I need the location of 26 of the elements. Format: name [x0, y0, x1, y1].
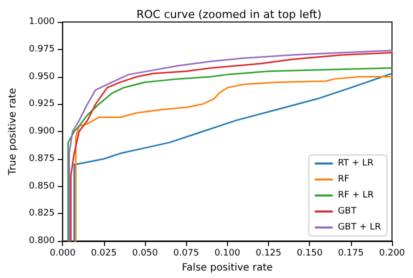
legend-label: RF: [338, 174, 350, 184]
x-tick-label: 0.075: [173, 248, 200, 258]
legend-label: GBT + LR: [338, 222, 382, 232]
y-tick-label: 0.850: [28, 181, 55, 192]
x-tick-label: 0.150: [296, 248, 323, 258]
x-tick-label: 0.100: [214, 248, 240, 258]
y-tick-label: 0.825: [28, 208, 55, 219]
x-tick-label: 0.200: [379, 248, 406, 258]
x-axis-title: False positive rate: [182, 262, 273, 274]
y-tick-label: 0.800: [28, 236, 55, 246]
y-tick-label: 1.000: [28, 17, 55, 27]
y-tick-label: 0.925: [28, 99, 55, 110]
y-tick-label: 0.900: [28, 126, 55, 136]
y-tick-label: 0.875: [28, 154, 55, 164]
legend-label: GBT: [338, 206, 357, 216]
y-axis-title: True positive rate: [8, 88, 18, 176]
x-tick-label: 0.175: [338, 248, 364, 258]
x-tick-label: 0.025: [90, 248, 117, 258]
chart-title: ROC curve (zoomed in at top left): [136, 8, 322, 21]
x-tick-label: 0.050: [132, 248, 158, 258]
y-tick-label: 0.950: [28, 72, 55, 82]
x-tick-label: 0.125: [256, 248, 282, 258]
y-tick-label: 0.975: [28, 44, 55, 54]
legend-label: RT + LR: [338, 158, 374, 168]
x-tick-label: 0.000: [50, 248, 76, 258]
legend-label: RF + LR: [338, 190, 374, 200]
